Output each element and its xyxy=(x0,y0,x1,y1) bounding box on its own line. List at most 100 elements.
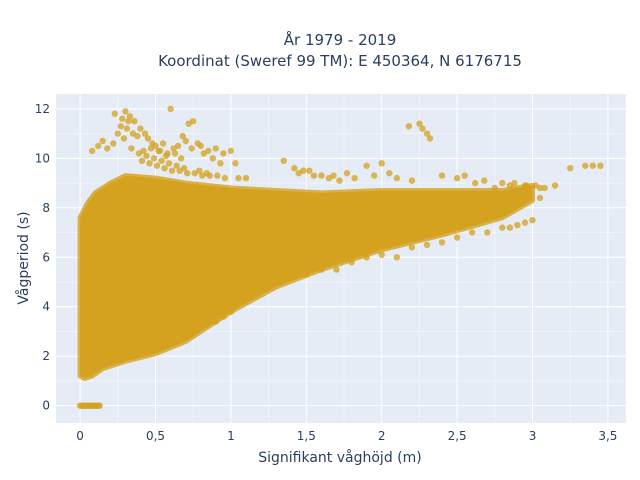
data-point xyxy=(212,318,219,325)
data-point xyxy=(453,234,461,241)
x-axis-ticks: 0 0,5 1 1,5 2 2,5 3 3,5 xyxy=(76,429,617,443)
data-point xyxy=(257,281,265,288)
data-point xyxy=(303,271,310,278)
data-point xyxy=(318,172,325,179)
data-point xyxy=(188,145,195,152)
data-point xyxy=(209,155,216,162)
data-point xyxy=(104,145,111,152)
data-point xyxy=(491,184,498,192)
data-point xyxy=(506,224,514,231)
data-point xyxy=(89,147,96,155)
data-point xyxy=(167,335,174,343)
data-point xyxy=(111,110,119,118)
data-point xyxy=(197,315,204,323)
x-tick-label: 3,5 xyxy=(598,429,617,443)
y-tick-label: 0 xyxy=(42,399,50,413)
data-point xyxy=(232,160,239,167)
data-point xyxy=(205,313,212,320)
data-point xyxy=(416,120,423,127)
data-point xyxy=(146,160,153,167)
data-point xyxy=(310,172,318,179)
data-point xyxy=(499,224,506,231)
data-point xyxy=(393,254,400,261)
data-point xyxy=(523,182,530,189)
data-point xyxy=(131,118,138,125)
data-point xyxy=(551,182,559,189)
data-point xyxy=(280,157,287,164)
data-point xyxy=(423,241,431,249)
data-point xyxy=(200,150,207,157)
data-point xyxy=(481,177,488,184)
data-point xyxy=(295,170,302,177)
data-point xyxy=(514,187,521,194)
data-point xyxy=(405,123,413,130)
y-axis-ticks: 0 2 4 6 8 10 12 xyxy=(35,102,50,413)
data-point xyxy=(190,118,197,125)
data-point xyxy=(408,244,416,251)
data-point xyxy=(95,142,102,150)
data-point xyxy=(221,174,229,182)
data-point xyxy=(426,135,434,142)
x-tick-label: 1,5 xyxy=(297,429,316,443)
data-point xyxy=(176,325,183,333)
data-point xyxy=(191,170,198,177)
data-point xyxy=(227,308,235,315)
data-point xyxy=(330,172,337,179)
data-point xyxy=(158,157,165,164)
data-point xyxy=(125,118,132,125)
data-point xyxy=(178,155,185,162)
data-point xyxy=(363,162,370,169)
data-point xyxy=(589,162,596,169)
data-point xyxy=(306,167,313,174)
data-point xyxy=(291,165,298,172)
data-point xyxy=(176,167,183,174)
y-tick-label: 8 xyxy=(42,201,50,215)
data-point xyxy=(235,174,242,182)
data-point xyxy=(336,177,343,184)
data-point xyxy=(212,145,219,152)
data-point xyxy=(161,165,168,172)
data-point xyxy=(167,105,174,113)
data-point xyxy=(165,160,173,167)
data-point xyxy=(423,130,431,137)
y-tick-label: 10 xyxy=(35,151,50,165)
data-point xyxy=(155,147,162,155)
x-tick-label: 2 xyxy=(378,429,386,443)
data-point xyxy=(171,150,179,157)
data-point xyxy=(318,266,325,273)
data-point xyxy=(214,172,221,179)
data-point xyxy=(174,142,182,150)
data-point xyxy=(567,165,574,172)
chart-title-line-2: Koordinat (Sweref 99 TM): E 450364, N 61… xyxy=(158,52,522,70)
data-point xyxy=(144,135,152,142)
data-point xyxy=(159,140,167,147)
data-point xyxy=(532,182,539,189)
data-point xyxy=(438,172,446,179)
x-tick-label: 3 xyxy=(529,429,537,443)
data-point xyxy=(242,288,250,296)
data-point xyxy=(453,174,461,182)
data-point xyxy=(120,135,128,142)
data-point xyxy=(147,145,155,152)
y-tick-label: 2 xyxy=(42,349,50,363)
data-points xyxy=(76,105,604,409)
data-point xyxy=(242,174,250,182)
data-point xyxy=(220,150,227,157)
data-point xyxy=(126,113,134,120)
data-point xyxy=(114,130,122,137)
data-point xyxy=(348,259,355,266)
data-point xyxy=(173,162,180,169)
data-point xyxy=(393,174,400,182)
data-point xyxy=(484,229,491,236)
density-band-area xyxy=(77,173,535,381)
chart-title-line-1: År 1979 - 2019 xyxy=(284,30,397,49)
data-point xyxy=(273,278,280,286)
data-point xyxy=(143,152,150,159)
data-point xyxy=(419,125,426,132)
data-point xyxy=(378,251,385,258)
data-point xyxy=(582,162,589,169)
data-point xyxy=(333,266,340,273)
y-tick-label: 4 xyxy=(42,300,50,314)
data-point xyxy=(378,160,385,167)
data-point xyxy=(137,125,144,132)
